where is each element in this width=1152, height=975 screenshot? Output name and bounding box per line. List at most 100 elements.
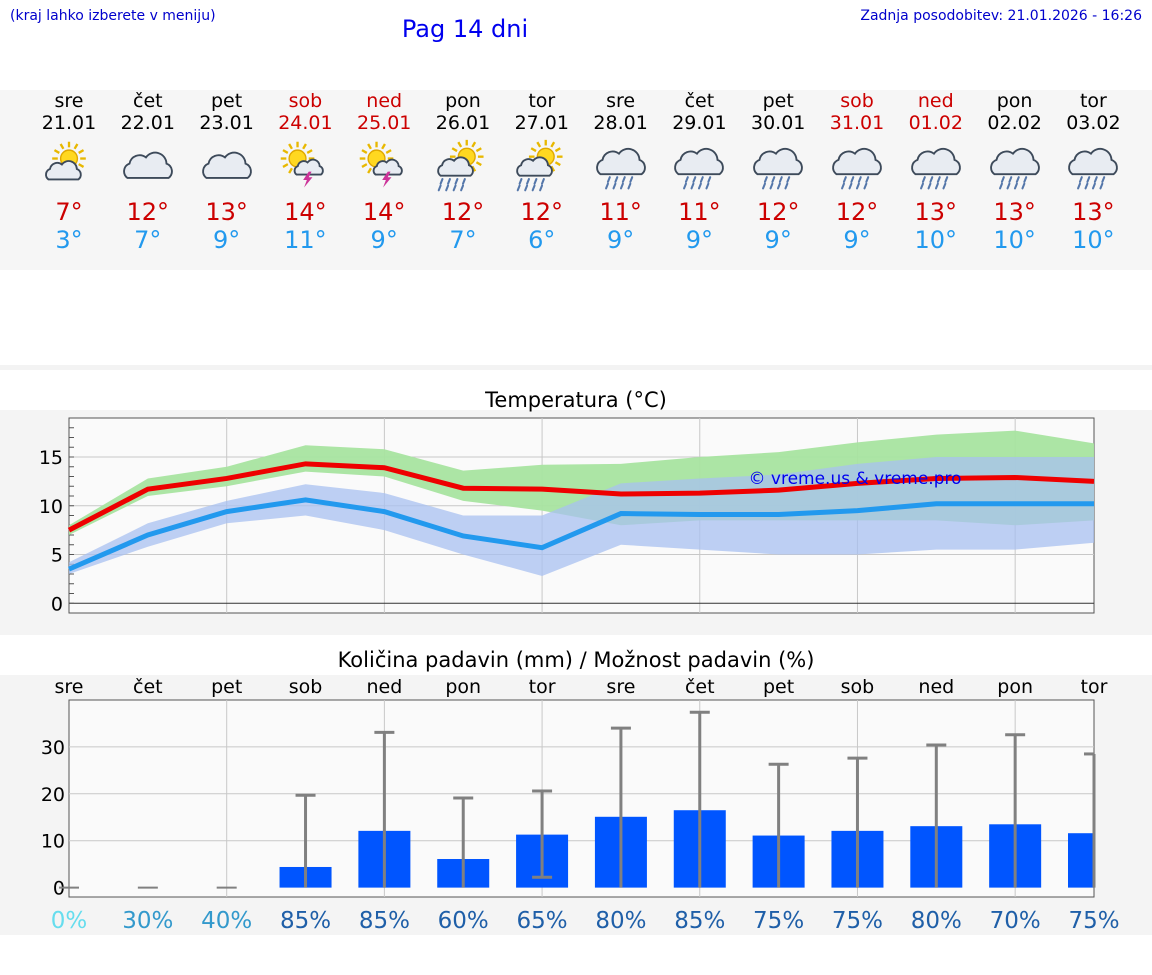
rain-drop bbox=[1084, 182, 1089, 190]
day-column: pon 26.01 12° 7° bbox=[423, 90, 503, 254]
sun-ray bbox=[282, 163, 289, 168]
max-temp: 11° bbox=[599, 198, 642, 226]
rain-drop bbox=[1021, 182, 1025, 190]
day-date: 22.01 bbox=[120, 112, 175, 134]
lightning-bolt bbox=[303, 171, 313, 188]
max-temp: 12° bbox=[520, 198, 564, 226]
rain-drop bbox=[437, 184, 442, 192]
day-column: sob 31.01 12° 9° bbox=[817, 90, 897, 254]
min-temp-line bbox=[68, 497, 1094, 572]
rain-drop bbox=[1086, 176, 1091, 183]
sun-cloud-icon bbox=[45, 141, 86, 181]
rain-drop bbox=[538, 184, 543, 192]
day-name: čet bbox=[133, 90, 163, 112]
day-label: sre bbox=[606, 676, 635, 698]
precip-bar bbox=[1068, 833, 1094, 888]
rain-drop bbox=[850, 176, 855, 183]
cloud-shape bbox=[372, 158, 403, 176]
day-date: 21.01 bbox=[41, 112, 97, 134]
rain-drop bbox=[1022, 176, 1027, 183]
sun-rain-icon bbox=[516, 139, 563, 192]
rain-icon bbox=[753, 147, 803, 190]
cloud-icon bbox=[123, 151, 173, 179]
sun-ray bbox=[53, 149, 60, 154]
rain-drop bbox=[540, 178, 545, 185]
day-label: tor bbox=[1081, 676, 1108, 698]
y-tick-label: 0 bbox=[53, 878, 65, 900]
sun-ray bbox=[302, 143, 308, 150]
cloud-shape bbox=[294, 158, 325, 176]
probability-label: 65% bbox=[517, 908, 568, 934]
sun-thunder-icon bbox=[359, 141, 403, 188]
rain-icon bbox=[989, 147, 1040, 190]
sun-ray bbox=[530, 147, 537, 153]
min-temp: 10° bbox=[1072, 226, 1115, 254]
sun-ray bbox=[475, 147, 482, 153]
max-temp: 11° bbox=[678, 198, 721, 226]
day-label: sre bbox=[55, 676, 84, 698]
rain-drop bbox=[998, 182, 1003, 190]
rain-drop bbox=[516, 184, 521, 192]
y-tick-label: 20 bbox=[41, 784, 65, 806]
rain-drop bbox=[525, 178, 530, 185]
max-temp: 12° bbox=[441, 198, 485, 226]
sun-ray bbox=[471, 141, 477, 148]
day-date: 27.01 bbox=[514, 112, 569, 134]
max-temp-line bbox=[67, 461, 1095, 533]
sun-ray bbox=[457, 141, 463, 148]
day-label: ned bbox=[918, 676, 954, 698]
day-name: sre bbox=[54, 90, 84, 112]
rain-icon bbox=[595, 147, 646, 190]
cloud-shape bbox=[201, 151, 252, 179]
day-name: pet bbox=[762, 90, 794, 112]
sun-ray bbox=[451, 147, 458, 153]
day-date: 25.01 bbox=[356, 112, 412, 134]
rain-icon bbox=[674, 147, 725, 190]
sun-ray bbox=[367, 167, 373, 174]
day-date: 03.02 bbox=[1066, 112, 1121, 134]
rain-drop bbox=[1015, 176, 1020, 183]
rain-drop bbox=[1101, 176, 1106, 183]
day-label: ned bbox=[366, 676, 402, 698]
day-column: ned 01.02 13° 10° bbox=[896, 90, 976, 254]
probability-label: 30% bbox=[122, 908, 173, 934]
rain-drop bbox=[762, 182, 767, 190]
rain-drop bbox=[936, 176, 941, 183]
rain-drop bbox=[944, 176, 949, 183]
y-tick-label: 0 bbox=[51, 593, 63, 615]
rain-drop bbox=[1092, 182, 1097, 190]
cloud-shape bbox=[911, 147, 961, 176]
rain-drop bbox=[683, 182, 688, 190]
rain-icon bbox=[1068, 147, 1119, 190]
rain-drop bbox=[863, 182, 868, 190]
temperature-chart: 0 5 10 15 © vreme.us & vreme.pro bbox=[39, 417, 1095, 615]
cloud-shape bbox=[595, 147, 646, 176]
sun-ray bbox=[381, 143, 387, 150]
precipitation-chart: sre čet pet sob ned pon tor sre čet pet sob ned pon t… bbox=[41, 676, 1120, 934]
rain-icon bbox=[911, 147, 961, 190]
rain-drop bbox=[848, 182, 853, 190]
day-label: čet bbox=[685, 676, 715, 698]
rain-drop bbox=[518, 178, 523, 185]
location-hint: (kraj lahko izberete v meniju) bbox=[10, 8, 216, 24]
cloud-shape bbox=[516, 156, 553, 177]
probability-label: 80% bbox=[595, 908, 646, 934]
rain-drop bbox=[1000, 176, 1005, 183]
cloud-shape bbox=[832, 147, 882, 176]
probability-label: 75% bbox=[753, 908, 804, 934]
rain-drop bbox=[857, 176, 862, 183]
day-name: ned bbox=[366, 90, 403, 112]
rain-drop bbox=[531, 184, 536, 192]
y-tick-label: 5 bbox=[51, 545, 63, 567]
day-name: tor bbox=[1079, 90, 1107, 112]
min-temp: 10° bbox=[993, 226, 1036, 254]
day-column: pet 30.01 12° 9° bbox=[738, 90, 818, 254]
day-date: 23.01 bbox=[199, 112, 254, 134]
rain-drop bbox=[606, 176, 611, 183]
probability-label: 80% bbox=[911, 908, 962, 934]
sun-rain-icon bbox=[437, 139, 484, 192]
rain-drop bbox=[460, 184, 465, 192]
rain-drop bbox=[1013, 182, 1018, 190]
rain-drop bbox=[533, 178, 538, 185]
day-name: čet bbox=[684, 90, 715, 112]
